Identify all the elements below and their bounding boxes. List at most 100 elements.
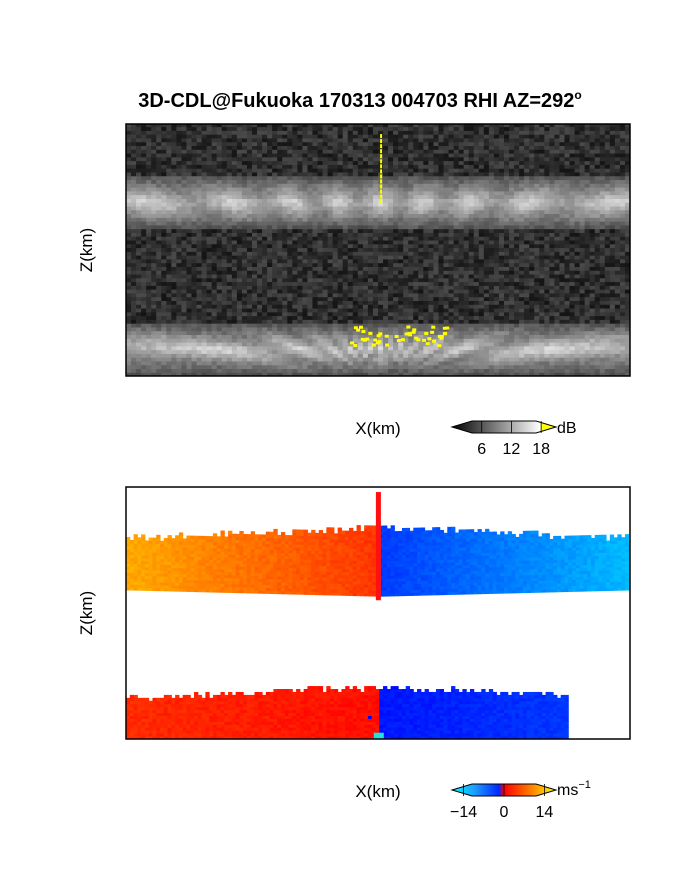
reflectivity-cell [332, 137, 339, 143]
reflectivity-cell [413, 209, 419, 215]
reflectivity-cell [418, 323, 424, 328]
reflectivity-cell [282, 273, 288, 279]
reflectivity-cell [312, 277, 319, 283]
reflectivity-cell [287, 217, 293, 222]
reflectivity-cell [347, 145, 354, 150]
reflectivity-cell [297, 353, 303, 358]
reflectivity-cell [267, 262, 273, 267]
reflectivity-cell [282, 224, 288, 230]
reflectivity-cell [403, 357, 409, 362]
reflectivity-cell [347, 364, 354, 370]
reflectivity-cell [488, 323, 495, 328]
reflectivity-cell [186, 137, 193, 143]
reflectivity-cell [166, 221, 172, 226]
reflectivity-cell [226, 285, 233, 290]
reflectivity-cell [443, 285, 450, 290]
reflectivity-cell [216, 239, 223, 245]
reflectivity-cell [131, 145, 137, 150]
reflectivity-cell [141, 338, 147, 343]
reflectivity-cell [196, 292, 203, 298]
reflectivity-cell [317, 334, 324, 339]
reflectivity-cell [292, 205, 298, 211]
reflectivity-cell [231, 124, 238, 128]
reflectivity-cell [262, 236, 268, 241]
reflectivity-cell [317, 300, 324, 305]
reflectivity-cell [292, 221, 298, 226]
reflectivity-cell [302, 311, 309, 317]
reflectivity-cell [367, 247, 374, 252]
reflectivity-cell [453, 179, 460, 184]
reflectivity-cell [498, 285, 505, 290]
reflectivity-cell [488, 353, 495, 358]
reflectivity-cell [423, 228, 429, 233]
reflectivity-cell [383, 247, 389, 252]
reflectivity-cell [126, 134, 132, 139]
reflectivity-cell [292, 304, 298, 309]
reflectivity-cell [357, 289, 364, 294]
reflectivity-cell [408, 364, 414, 370]
reflectivity-cell [337, 307, 344, 313]
reflectivity-cell [181, 281, 188, 286]
reflectivity-cell [151, 319, 157, 324]
reflectivity-cell [181, 262, 188, 267]
reflectivity-cell [257, 202, 263, 207]
reflectivity-cell [433, 334, 440, 339]
reflectivity-cell [151, 372, 157, 376]
reflectivity-cell [181, 194, 188, 199]
reflectivity-cell [388, 251, 394, 256]
reflectivity-cell [398, 319, 404, 324]
reflectivity-cell [201, 360, 208, 366]
reflectivity-cell [438, 145, 445, 150]
reflectivity-cell [196, 326, 203, 332]
reflectivity-cell [408, 341, 414, 347]
reflectivity-cell [362, 258, 369, 264]
reflectivity-cell [156, 300, 162, 305]
reflectivity-cell [428, 194, 435, 199]
reflectivity-cell [186, 300, 193, 305]
reflectivity-cell [398, 315, 404, 320]
reflectivity-cell [433, 368, 440, 373]
reflectivity-cell [141, 198, 147, 203]
reflectivity-cell [468, 164, 475, 169]
reflectivity-cell [418, 270, 424, 275]
reflectivity-cell [297, 281, 303, 286]
reflectivity-cell [448, 300, 455, 305]
reflectivity-cell [403, 202, 409, 207]
reflectivity-cell [463, 338, 470, 343]
reflectivity-cell [493, 156, 500, 162]
reflectivity-cell [216, 334, 223, 339]
reflectivity-cell [478, 198, 485, 203]
reflectivity-cell [257, 156, 263, 162]
reflectivity-cell [423, 175, 429, 181]
reflectivity-cell [468, 323, 475, 328]
reflectivity-cell [166, 236, 172, 241]
reflectivity-cell [463, 326, 470, 332]
reflectivity-cell [458, 270, 465, 275]
reflectivity-cell [443, 149, 450, 154]
reflectivity-cell [307, 190, 314, 196]
reflectivity-cell [327, 224, 334, 230]
reflectivity-cell [191, 357, 198, 362]
reflectivity-cell [312, 315, 319, 320]
reflectivity-cell [206, 183, 213, 188]
reflectivity-cell [171, 130, 177, 135]
reflectivity-cell [357, 357, 364, 362]
reflectivity-cell [136, 202, 142, 207]
reflectivity-cell [458, 164, 465, 169]
reflectivity-cell [403, 251, 409, 256]
reflectivity-cell [332, 171, 339, 177]
reflectivity-cell [181, 160, 188, 165]
reflectivity-cell [322, 315, 329, 320]
reflectivity-cell [267, 149, 273, 154]
reflectivity-cell [267, 217, 273, 222]
reflectivity-cell [458, 281, 465, 286]
reflectivity-cell [352, 224, 359, 230]
reflectivity-cell [433, 183, 440, 188]
reflectivity-cell [413, 156, 419, 162]
reflectivity-cell [231, 270, 238, 275]
reflectivity-cell [352, 330, 359, 336]
reflectivity-cell [171, 349, 177, 354]
reflectivity-cell [181, 372, 188, 376]
reflectivity-cell [181, 141, 188, 147]
reflectivity-cell [352, 368, 359, 373]
